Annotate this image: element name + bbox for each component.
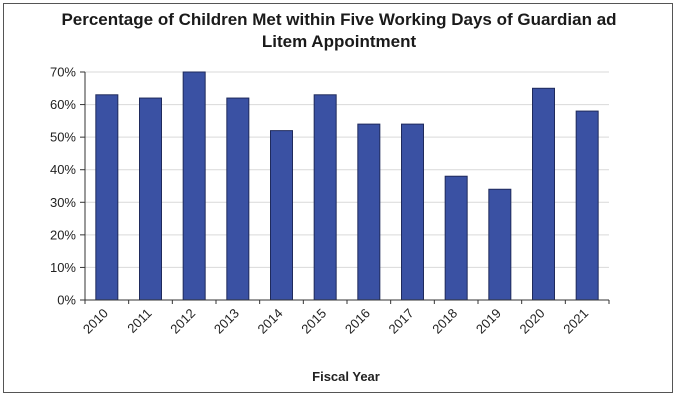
bar (226, 97, 250, 301)
x-tick-label: 2010 (80, 306, 111, 337)
chart-title-line-1: Percentage of Children Met within Five W… (61, 10, 617, 29)
x-tick-labels: 2010 2011 2012 2013 2014 2015 2016 2017 2018 2019… (80, 306, 591, 337)
x-tick-label: 2020 (517, 306, 548, 337)
bar (313, 94, 337, 301)
bar (270, 130, 293, 301)
x-tick-label: 2011 (124, 306, 154, 336)
y-tick-label: 20% (50, 227, 76, 242)
bar (182, 71, 206, 301)
y-tick-label: 30% (50, 195, 76, 210)
chart-title: Percentage of Children Met within Five W… (0, 9, 678, 53)
bar (575, 110, 599, 301)
y-tick-label: 50% (50, 130, 76, 145)
x-tick-label: 2018 (429, 306, 460, 337)
bar (139, 97, 162, 301)
x-tick-label: 2016 (342, 306, 373, 337)
y-tick-label: 60% (50, 97, 76, 112)
x-tick-label: 2017 (386, 306, 417, 337)
x-tick-label: 2021 (560, 306, 591, 337)
chart-title-line-2: Litem Appointment (261, 32, 417, 51)
bars (95, 71, 599, 301)
x-tick-label: 2014 (255, 306, 286, 337)
bar (532, 87, 555, 301)
bar (488, 188, 512, 301)
y-tick-label: 10% (50, 260, 76, 275)
x-tick-label: 2019 (473, 306, 504, 337)
x-tick-label: 2013 (211, 306, 242, 337)
y-tick-label: 40% (50, 162, 76, 177)
bar (95, 94, 119, 301)
y-tick-labels: 0% 10% 20% 30% 40% 50% 60% 70% (50, 65, 76, 308)
x-axis-label: Fiscal Year (312, 369, 380, 384)
y-tick-label: 0% (57, 293, 76, 308)
bar (444, 175, 468, 301)
axes (80, 71, 610, 304)
bar (357, 123, 381, 301)
x-tick-label: 2012 (167, 306, 198, 337)
bar (401, 123, 424, 301)
y-tick-label: 70% (50, 65, 76, 80)
x-tick-label: 2015 (298, 306, 329, 337)
gridlines (85, 71, 609, 268)
